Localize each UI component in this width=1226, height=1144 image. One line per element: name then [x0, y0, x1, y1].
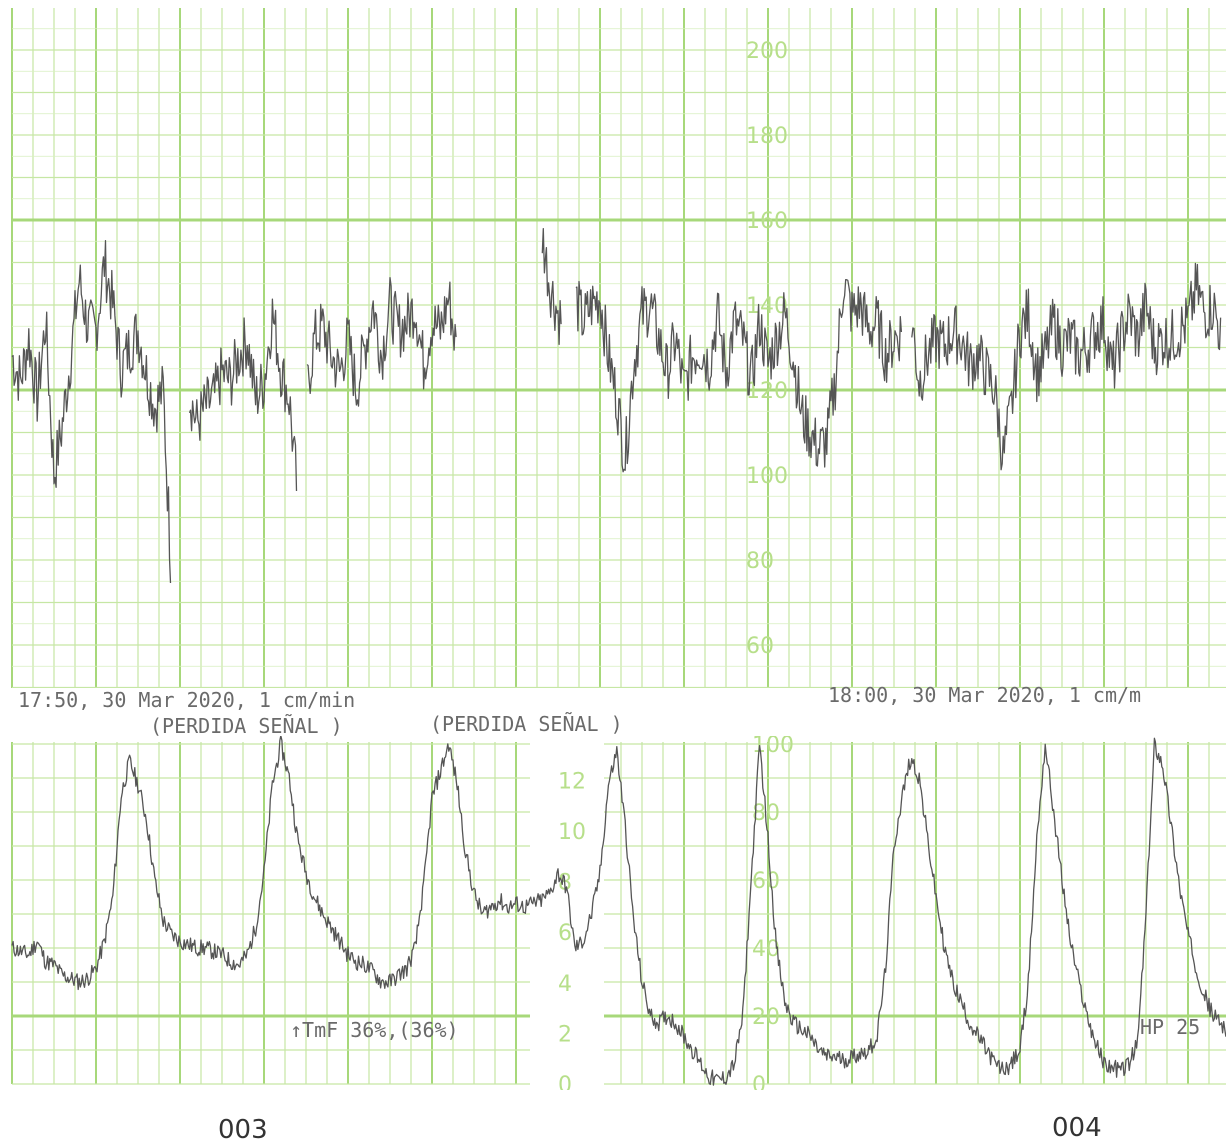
fhr-y-ticks: 60 80 100 120 140 160 180 200: [746, 39, 788, 659]
kpa-tick-label: 10: [558, 820, 586, 845]
ua-series: [11, 734, 1226, 1086]
annotation-band: [0, 688, 1226, 736]
ua-trace-line: [11, 734, 1226, 1086]
note-tmf: ↑TmF 36%,(36%): [290, 1018, 459, 1042]
footer-band: [0, 1090, 1226, 1144]
fhr-tick-label: 80: [746, 549, 774, 574]
page-number-003: 003: [218, 1115, 268, 1144]
signal-loss-label-1: (PERDIDA SEÑAL ): [150, 714, 343, 738]
fhr-tick-label: 60: [746, 634, 774, 659]
ua-tick-label: 40: [752, 937, 780, 962]
fhr-tick-label: 100: [746, 464, 788, 489]
kpa-tick-label: 4: [558, 972, 572, 997]
fhr-tick-label: 140: [746, 294, 788, 319]
signal-loss-label-2: (PERDIDA SEÑAL ): [430, 712, 623, 736]
kpa-tick-label: 6: [558, 921, 572, 946]
kpa-tick-label: 2: [558, 1022, 572, 1047]
kpa-tick-label: 12: [558, 769, 586, 794]
fhr-tick-label: 180: [746, 124, 788, 149]
kpa-scale-gap: [530, 742, 604, 1124]
ua-grid: [11, 742, 1226, 1124]
timestamp-1750: 17:50, 30 Mar 2020, 1 cm/min: [18, 688, 355, 712]
timestamp-1800: 18:00, 30 Mar 2020, 1 cm/m: [828, 683, 1141, 707]
fhr-grid: [11, 8, 1226, 689]
ua-tick-label: 60: [752, 869, 780, 894]
ua-tick-label: 20: [752, 1005, 780, 1030]
fhr-tick-label: 120: [746, 379, 788, 404]
fhr-series: [11, 228, 1222, 584]
fhr-tick-label: 200: [746, 39, 788, 64]
fhr-trace-line: [11, 228, 1222, 584]
fhr-tick-label: 160: [746, 209, 788, 234]
page-number-004: 004: [1052, 1113, 1102, 1143]
note-hp: HP 25: [1140, 1015, 1200, 1039]
